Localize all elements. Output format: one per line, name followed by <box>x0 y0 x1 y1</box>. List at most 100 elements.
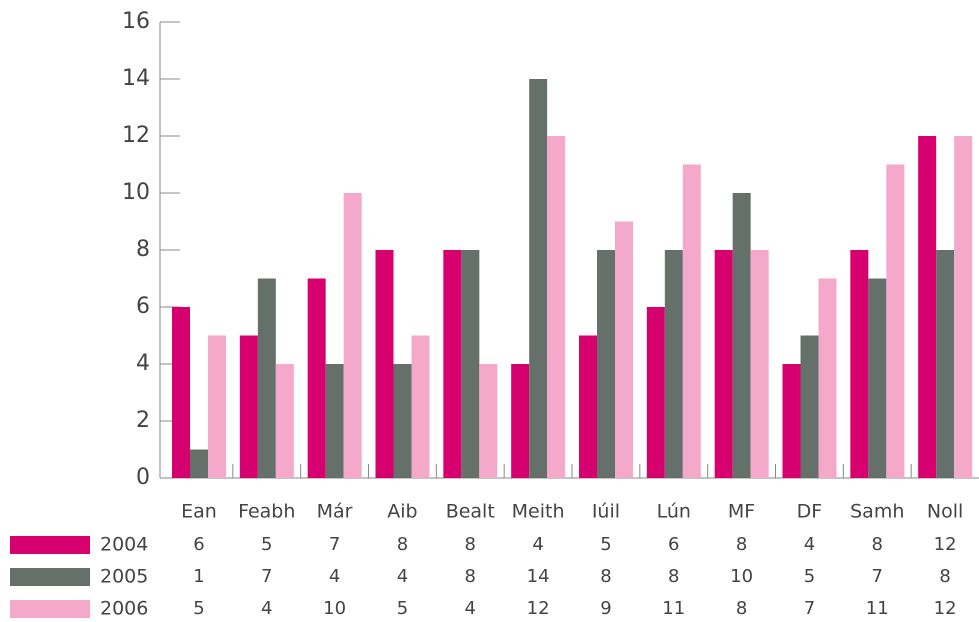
table-value: 12 <box>934 534 957 555</box>
bar <box>646 307 665 478</box>
x-tick-label: Aib <box>387 501 417 523</box>
bar <box>868 278 887 478</box>
bar <box>597 250 615 478</box>
table-value: 8 <box>600 566 611 587</box>
x-tick-label: Ean <box>181 501 217 523</box>
table-value: 5 <box>261 534 272 555</box>
legend-label: 2005 <box>100 566 148 588</box>
x-tick-label: Noll <box>927 501 963 523</box>
table-value: 7 <box>329 534 340 555</box>
table-value: 4 <box>329 566 340 587</box>
bar <box>511 364 530 478</box>
bar <box>886 164 905 478</box>
table-value: 5 <box>397 598 408 619</box>
bar <box>190 449 208 478</box>
bar <box>936 250 955 478</box>
bar <box>818 278 837 478</box>
y-tick-label: 6 <box>136 294 150 319</box>
y-tick-label: 8 <box>136 237 150 262</box>
table-value: 8 <box>872 534 883 555</box>
x-tick-label: Lún <box>657 501 691 523</box>
table-value: 10 <box>730 566 753 587</box>
bar <box>750 250 769 478</box>
bar <box>800 335 819 478</box>
table-value: 7 <box>872 566 883 587</box>
table-value: 5 <box>193 598 204 619</box>
bar <box>307 278 326 478</box>
bar <box>479 364 498 478</box>
legend-swatch <box>10 568 90 586</box>
x-tick-label: Meith <box>512 501 565 523</box>
table-value: 12 <box>527 598 550 619</box>
y-tick-label: 12 <box>122 123 150 148</box>
y-tick-label: 0 <box>136 465 150 490</box>
table-value: 8 <box>736 598 747 619</box>
bar <box>393 364 412 478</box>
table-value: 11 <box>662 598 685 619</box>
table-value: 8 <box>736 534 747 555</box>
table-value: 14 <box>527 566 550 587</box>
bar <box>461 250 480 478</box>
table-value: 8 <box>465 566 476 587</box>
table-value: 7 <box>261 566 272 587</box>
x-tick-label: Feabh <box>238 501 295 523</box>
table-value: 11 <box>866 598 889 619</box>
table-value: 10 <box>323 598 346 619</box>
table-value: 4 <box>532 534 543 555</box>
x-tick-label: Iúil <box>592 501 620 523</box>
bar <box>547 136 566 478</box>
bar <box>850 250 869 478</box>
y-tick-label: 2 <box>136 408 150 433</box>
x-tick-label: Már <box>317 501 353 523</box>
x-tick-label: Bealt <box>446 501 495 523</box>
bar <box>343 193 362 478</box>
bar <box>579 335 597 478</box>
bar <box>615 221 633 478</box>
bar <box>782 364 801 478</box>
bar <box>918 136 937 478</box>
x-tick-label: MF <box>728 501 755 523</box>
bar <box>257 278 276 478</box>
bar <box>208 335 226 478</box>
legend-swatch <box>10 600 90 618</box>
bar <box>172 307 190 478</box>
bar <box>682 164 701 478</box>
table-value: 4 <box>261 598 272 619</box>
table-value: 4 <box>465 598 476 619</box>
table-value: 8 <box>465 534 476 555</box>
bar <box>714 250 733 478</box>
legend-label: 2006 <box>100 598 148 620</box>
table-value: 1 <box>193 566 204 587</box>
y-tick-label: 10 <box>122 180 150 205</box>
table-value: 12 <box>934 598 957 619</box>
table-value: 6 <box>193 534 204 555</box>
table-value: 9 <box>600 598 611 619</box>
y-tick-label: 4 <box>136 351 150 376</box>
table-value: 4 <box>397 566 408 587</box>
x-tick-label: DF <box>797 501 823 523</box>
y-tick-label: 14 <box>122 66 150 91</box>
table-value: 6 <box>668 534 679 555</box>
table-value: 5 <box>804 566 815 587</box>
table-value: 8 <box>668 566 679 587</box>
legend-label: 2004 <box>100 534 148 556</box>
legend-swatch <box>10 536 90 554</box>
table-value: 5 <box>600 534 611 555</box>
bar <box>732 193 751 478</box>
x-tick-label: Samh <box>850 501 904 523</box>
table-value: 7 <box>804 598 815 619</box>
bar <box>375 250 394 478</box>
bar <box>325 364 344 478</box>
bar <box>239 335 258 478</box>
table-value: 8 <box>397 534 408 555</box>
bar <box>954 136 973 478</box>
bar <box>664 250 683 478</box>
bar <box>443 250 462 478</box>
bar <box>275 364 294 478</box>
bar <box>411 335 430 478</box>
table-value: 4 <box>804 534 815 555</box>
bar <box>529 79 548 478</box>
table-value: 8 <box>939 566 950 587</box>
y-tick-label: 16 <box>122 9 150 34</box>
